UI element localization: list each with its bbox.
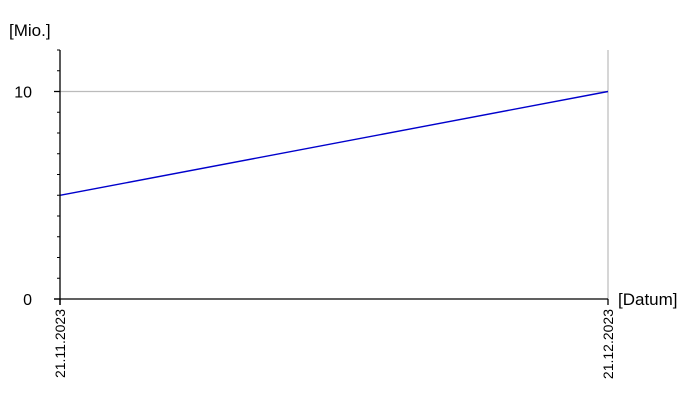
x-tick-label-0: 21.11.2023 bbox=[52, 309, 68, 378]
y-tick-label-10: 10 bbox=[14, 85, 32, 102]
x-ticks: 21.11.2023 21.12.2023 bbox=[52, 299, 616, 379]
x-tick-label-1: 21.12.2023 bbox=[600, 309, 616, 379]
series-line-0 bbox=[59, 90, 609, 196]
y-axis-title: [Mio.] bbox=[9, 21, 51, 40]
y-ticks: 0 10 bbox=[14, 49, 60, 309]
series-layer bbox=[59, 90, 609, 196]
axes bbox=[54, 50, 608, 305]
gridlines bbox=[60, 50, 609, 299]
y-tick-label-0: 0 bbox=[23, 292, 32, 309]
x-axis-title: [Datum] bbox=[618, 290, 678, 309]
